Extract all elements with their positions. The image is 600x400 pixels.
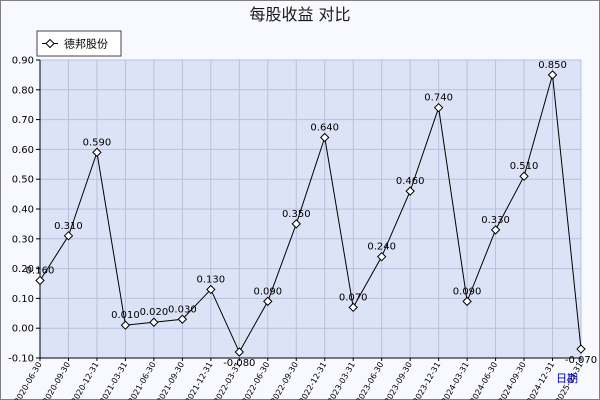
data-points [35, 70, 586, 357]
x-tick-label: 2024-06-30 [468, 361, 499, 400]
y-tick-label: -0.10 [8, 354, 34, 365]
x-tick-label: 2024-09-30 [497, 361, 528, 400]
series-layer [39, 74, 582, 354]
y-tick-label: 0.40 [12, 205, 34, 216]
data-label: 0.350 [282, 209, 311, 220]
y-tick-label: 0.60 [12, 145, 34, 156]
data-label: 0.090 [453, 286, 482, 297]
data-label: 0.850 [538, 60, 567, 71]
data-point-marker[interactable] [490, 225, 501, 235]
x-tick-label: 2022-12-31 [297, 361, 328, 400]
data-point-marker[interactable] [35, 275, 45, 286]
y-tick-label: 0.30 [12, 234, 34, 245]
x-tick-label: 2020-09-30 [41, 361, 72, 400]
data-label: 0.460 [396, 176, 425, 187]
data-label: -0.070 [565, 355, 597, 366]
data-label: 0.070 [339, 292, 368, 303]
data-point-marker[interactable] [206, 284, 216, 295]
data-point-marker[interactable] [234, 347, 245, 357]
data-point-marker[interactable] [63, 231, 74, 241]
data-point-marker[interactable] [547, 70, 558, 80]
x-tick-label: 2023-12-31 [411, 361, 442, 400]
y-tick-label: 0.00 [12, 324, 34, 335]
x-tick-label: 2023-03-31 [326, 361, 357, 400]
x-tick-label: 2023-09-30 [383, 361, 414, 400]
data-point-marker[interactable] [348, 302, 358, 313]
x-tick-label: 2024-03-31 [440, 360, 471, 400]
data-point-marker[interactable] [519, 171, 529, 181]
data-labels: 0.160 0.310 0.590 0.010 0.020 0.030 0.130 -0.08… [26, 60, 597, 369]
y-tick-label: 0.20 [12, 264, 34, 275]
data-point-marker[interactable] [433, 102, 444, 113]
y-tick-label: 0.80 [12, 85, 34, 96]
data-label: -0.080 [223, 358, 255, 369]
data-point-marker[interactable] [376, 251, 387, 262]
data-label: 0.590 [83, 137, 112, 148]
y-tick-label: 0.90 [12, 56, 34, 67]
x-tick-label: 2020-12-31 [70, 361, 101, 400]
data-label: 0.090 [253, 286, 282, 297]
x-tick-label: 2020-06-30 [13, 361, 44, 400]
chart-title: 每股收益 对比 [249, 5, 350, 24]
x-tick-label: 2022-09-30 [269, 361, 300, 400]
data-point-marker[interactable] [320, 132, 330, 143]
data-label: 0.160 [26, 266, 55, 277]
x-tick-label: 2021-06-30 [127, 361, 158, 400]
series-line [39, 74, 582, 354]
x-axis-label: 日期 [556, 372, 578, 385]
data-point-marker[interactable] [177, 314, 188, 324]
x-tick-label: 2024-12-31 [525, 361, 556, 400]
data-label: 0.020 [140, 307, 169, 318]
x-tick-label: 2023-06-30 [354, 361, 385, 400]
y-tick-label: 0.50 [12, 175, 34, 186]
data-label: 0.740 [424, 93, 453, 104]
legend[interactable]: 德邦股份 [36, 30, 122, 57]
data-point-marker[interactable] [405, 186, 415, 196]
data-point-marker[interactable] [291, 219, 301, 229]
data-point-marker[interactable] [263, 296, 273, 307]
x-tick-label: 2021-03-31 [98, 361, 129, 400]
x-tick-label: 2021-12-31 [184, 361, 215, 400]
y-axis-ticks: -0.10 0.00 0.10 0.20 0.30 0.40 0.50 0.60 0.70 0.8… [8, 56, 40, 365]
data-label: 0.030 [168, 304, 197, 315]
data-label: 0.640 [310, 122, 339, 133]
legend-diamond-marker-icon [45, 38, 55, 49]
y-tick-label: 0.70 [12, 115, 34, 126]
data-label: 0.510 [510, 161, 539, 172]
data-point-marker[interactable] [462, 296, 472, 307]
data-point-marker[interactable] [92, 147, 102, 158]
data-label: 0.240 [367, 242, 396, 253]
x-tick-label: 2021-09-30 [155, 361, 186, 400]
x-axis-ticks: 2020-06-302020-09-302020-12-312021-03-31… [13, 358, 585, 400]
data-point-marker[interactable] [149, 317, 159, 327]
data-label: 0.010 [111, 310, 140, 321]
data-point-marker[interactable] [120, 320, 131, 330]
data-label: 0.310 [54, 221, 83, 232]
legend-series-name: 德邦股份 [64, 37, 108, 51]
y-tick-label: 0.10 [12, 294, 34, 305]
data-point-marker[interactable] [576, 344, 586, 354]
data-label: 0.330 [481, 215, 510, 226]
data-label: 0.130 [197, 274, 226, 285]
